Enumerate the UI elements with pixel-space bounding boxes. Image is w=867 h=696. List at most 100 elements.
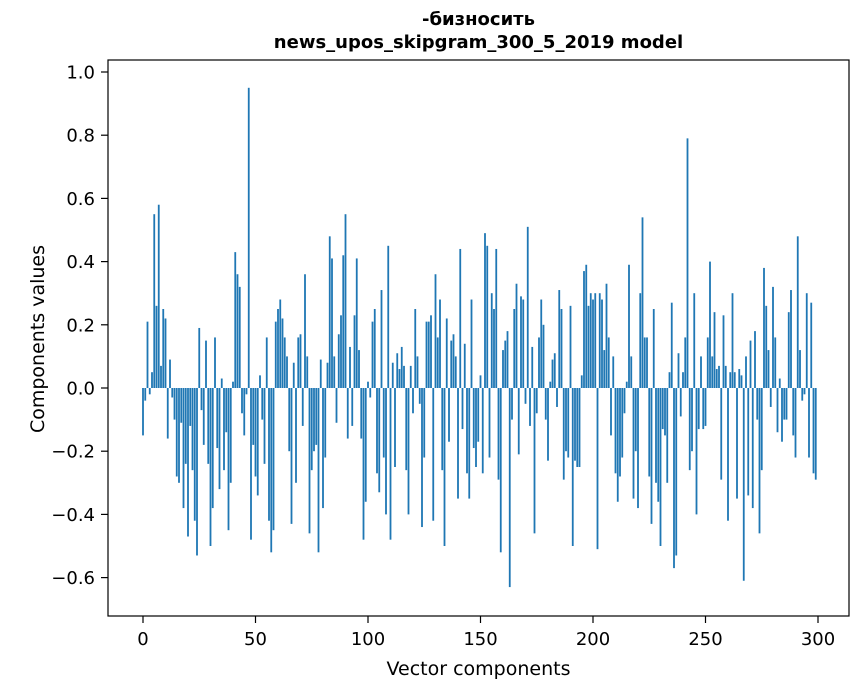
y-tick-label: −0.6 [51,568,95,589]
chart-title-line2: news_upos_skipgram_300_5_2019 model [273,32,684,53]
bar-component-204 [601,299,603,388]
bar-component-219 [634,388,637,452]
bar-component-71 [301,388,304,426]
bar-component-210 [614,388,617,474]
bar-component-84 [331,258,333,388]
bar-component-75 [310,388,313,471]
bar-component-145 [468,388,471,499]
bar-component-6 [155,305,158,388]
bar-component-159 [499,388,502,553]
bar-component-32 [214,337,216,388]
bar-component-87 [337,334,340,388]
bar-component-126 [425,321,428,388]
bar-component-18 [182,388,185,509]
bar-component-94 [353,315,356,388]
bar-component-40 [232,381,234,388]
bar-component-174 [533,388,536,534]
bar-component-108 [385,388,387,515]
bar-component-127 [427,321,430,388]
bar-component-101 [369,388,372,398]
bar-component-188 [565,388,567,452]
bar-component-106 [380,290,383,388]
bar-component-242 [686,138,689,388]
bar-component-48 [250,388,252,540]
bar-component-80 [322,388,324,509]
bar-component-209 [612,356,615,388]
bar-component-92 [349,346,351,388]
y-tick-label: 0.0 [66,379,95,400]
bar-component-274 [758,388,761,534]
bar-component-114 [398,369,401,388]
bar-component-203 [598,293,601,388]
bar-component-38 [227,388,230,531]
bar-component-61 [279,299,282,388]
bar-component-155 [490,293,493,388]
bar-component-50 [254,388,257,477]
bar-component-250 [704,388,707,426]
bar-component-29 [207,388,210,464]
bar-component-202 [596,388,599,550]
bar-component-280 [772,286,774,388]
x-tick-label: 100 [351,629,385,650]
bar-component-197 [585,264,588,388]
bar-component-251 [706,337,709,388]
bar-component-256 [718,365,720,388]
bar-component-281 [774,337,777,388]
bar-component-78 [317,388,320,553]
bar-component-102 [371,321,374,388]
plot-spines [107,59,850,617]
bar-component-241 [684,337,687,388]
bar-component-273 [756,388,759,420]
bar-component-112 [394,388,396,467]
bar-component-288 [790,290,792,388]
bar-component-265 [738,369,741,388]
bar-component-129 [432,388,435,521]
bar-component-27 [202,388,205,445]
bar-component-43 [238,286,241,388]
y-tick-label: −0.4 [51,505,95,526]
bar-component-85 [333,356,336,388]
bar-component-181 [549,381,552,388]
x-tick-label: 250 [688,629,722,650]
bar-component-158 [497,388,500,480]
bar-component-216 [628,264,630,388]
bar-component-36 [223,388,225,471]
y-tick-label: −0.2 [51,442,95,463]
bar-component-39 [229,388,232,483]
bar-component-64 [286,356,288,388]
bar-component-54 [263,388,266,464]
bar-component-224 [646,337,648,388]
bar-component-290 [794,388,797,458]
bar-component-22 [191,388,194,471]
bar-component-83 [328,236,331,388]
bar-component-270 [749,340,752,388]
bar-component-272 [754,331,756,388]
bar-component-180 [547,388,549,461]
bar-component-279 [769,388,772,407]
bar-component-201 [594,293,597,388]
bar-component-122 [416,356,419,388]
bar-component-206 [605,283,608,388]
bar-component-117 [405,388,408,471]
bar-component-205 [603,350,606,388]
bar-component-255 [715,369,718,388]
bar-component-60 [277,309,279,388]
bar-component-297 [810,302,813,388]
bar-component-42 [236,274,239,388]
bar-component-24 [196,388,198,556]
bar-component-293 [801,388,804,401]
bar-component-225 [648,388,651,477]
bar-component-291 [796,236,799,388]
bar-component-207 [607,337,610,388]
bar-component-65 [288,388,291,452]
bar-component-131 [436,337,439,388]
bar-component-252 [709,261,711,388]
bar-component-12 [169,359,171,388]
bar-component-70 [299,334,302,388]
bar-component-178 [542,324,545,388]
bar-component-162 [506,331,509,388]
bar-component-99 [364,388,367,502]
bar-component-55 [265,337,268,388]
bar-component-66 [290,388,293,524]
bar-component-34 [218,388,221,490]
